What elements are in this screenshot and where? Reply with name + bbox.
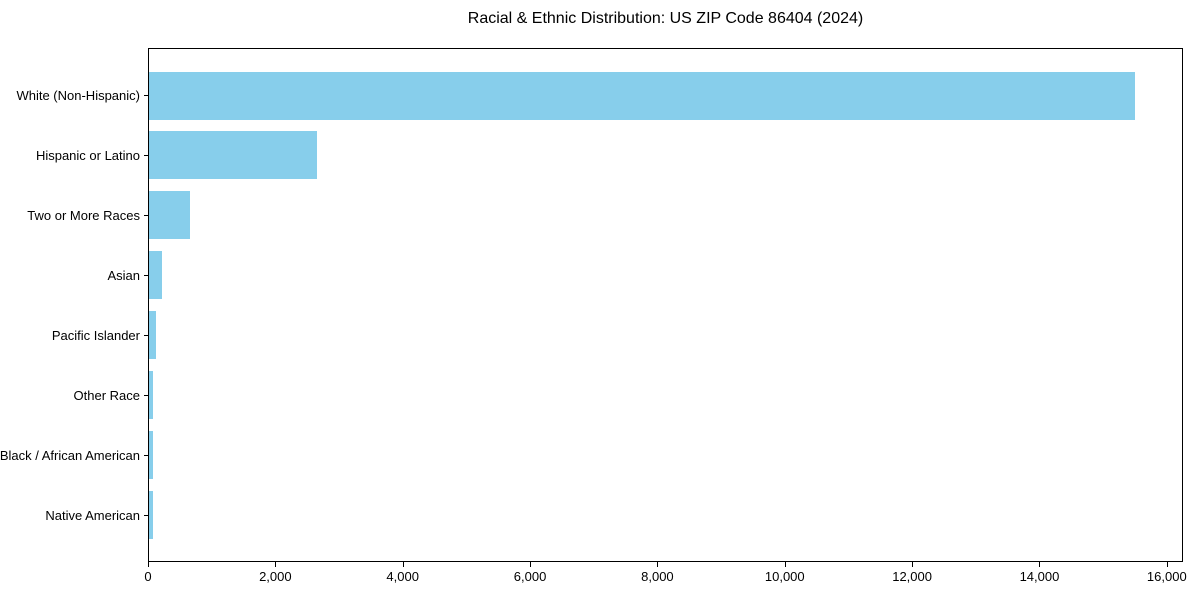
x-tick xyxy=(275,562,277,567)
x-tick-label: 10,000 xyxy=(764,569,805,584)
bar xyxy=(149,71,1135,120)
chart-title: Racial & Ethnic Distribution: US ZIP Cod… xyxy=(467,10,864,27)
y-tick-label: White (Non-Hispanic) xyxy=(16,88,140,103)
y-tick-label: Other Race xyxy=(73,387,140,403)
y-tick-label: Black / African American xyxy=(0,447,140,463)
bar xyxy=(149,431,153,480)
y-tick xyxy=(144,95,148,96)
x-tick-label: 2,000 xyxy=(259,569,292,584)
x-tick-label: 0 xyxy=(144,569,152,584)
bar xyxy=(149,191,190,240)
x-tick xyxy=(1166,562,1168,567)
x-tick xyxy=(784,562,786,567)
x-tick-label: 8,000 xyxy=(641,569,674,584)
y-tick xyxy=(144,334,148,336)
bar xyxy=(149,491,153,539)
x-tick-label: 4,000 xyxy=(386,569,419,584)
bar xyxy=(149,251,162,300)
bar xyxy=(149,131,317,180)
x-tick xyxy=(530,562,532,567)
y-tick xyxy=(144,154,148,156)
x-tick xyxy=(657,562,659,567)
y-tick-label: Pacific Islander xyxy=(51,327,140,343)
x-tick-label: 6,000 xyxy=(513,569,547,584)
y-tick-label: Two or More Races xyxy=(27,207,140,223)
x-tick-label: 14,000 xyxy=(1019,569,1060,584)
y-tick xyxy=(144,394,148,396)
y-tick xyxy=(144,274,148,276)
y-tick-label: Hispanic or Latino xyxy=(35,147,140,163)
y-tick xyxy=(144,514,148,516)
x-tick-label: 12,000 xyxy=(892,569,932,584)
bar xyxy=(149,371,153,420)
bar xyxy=(149,311,156,360)
y-tick-label: Asian xyxy=(107,267,140,283)
y-tick xyxy=(144,214,148,216)
y-tick-label: Native American xyxy=(45,507,140,523)
x-tick xyxy=(912,562,914,567)
plot-area xyxy=(148,48,1183,562)
x-tick-label: 16,000 xyxy=(1146,569,1187,584)
x-tick xyxy=(1039,562,1041,567)
x-tick xyxy=(402,562,404,567)
x-tick xyxy=(148,562,149,567)
y-tick xyxy=(144,454,148,456)
